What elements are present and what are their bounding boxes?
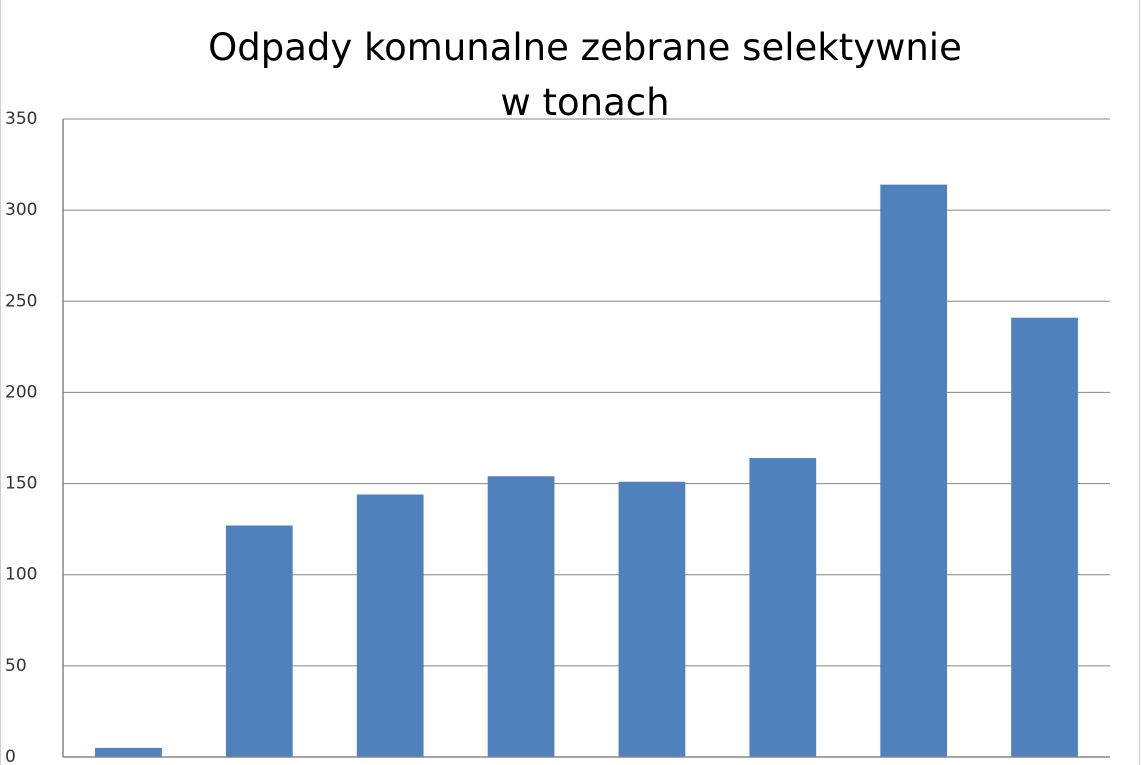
bars: [95, 184, 1078, 757]
chart-title: w tonach: [500, 81, 669, 124]
bar: [618, 481, 686, 757]
y-tick-label: 0: [5, 747, 16, 765]
y-tick-label: 150: [5, 474, 37, 494]
bar: [225, 525, 293, 757]
chart-title: Odpady komunalne zebrane selektywnie: [208, 26, 962, 69]
bar: [95, 747, 162, 757]
y-tick-label: 100: [5, 565, 37, 585]
y-tick-label: 300: [5, 200, 37, 220]
grid: [63, 118, 1110, 758]
bar: [487, 476, 555, 757]
y-tick-label: 350: [5, 109, 37, 129]
y-tick-label: 250: [5, 291, 37, 311]
y-tick-label: 200: [5, 382, 37, 402]
bar: [880, 184, 948, 757]
bar: [749, 458, 817, 757]
bar: [1011, 317, 1078, 757]
y-tick-label: 50: [5, 656, 27, 676]
bar: [356, 494, 424, 757]
